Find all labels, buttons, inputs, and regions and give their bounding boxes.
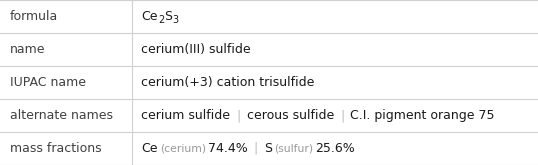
Text: |: | [237, 109, 240, 122]
Text: name: name [10, 43, 45, 56]
Text: mass fractions: mass fractions [10, 142, 101, 155]
Text: C.I. pigment orange 75: C.I. pigment orange 75 [350, 109, 495, 122]
Text: 2: 2 [158, 15, 164, 25]
Text: |: | [254, 142, 258, 155]
Text: formula: formula [10, 10, 58, 23]
Text: Ce: Ce [141, 142, 158, 155]
Text: S: S [264, 142, 272, 155]
Text: 3: 3 [172, 15, 179, 25]
Text: Ce: Ce [141, 10, 158, 23]
Text: (sulfur): (sulfur) [274, 144, 313, 153]
Text: cerium(+3) cation trisulfide: cerium(+3) cation trisulfide [141, 76, 315, 89]
Text: cerous sulfide: cerous sulfide [247, 109, 334, 122]
Text: IUPAC name: IUPAC name [10, 76, 86, 89]
Text: alternate names: alternate names [10, 109, 112, 122]
Text: (cerium): (cerium) [160, 144, 206, 153]
Text: S: S [164, 10, 172, 23]
Text: 25.6%: 25.6% [315, 142, 355, 155]
Text: |: | [340, 109, 344, 122]
Text: cerium(III) sulfide: cerium(III) sulfide [141, 43, 251, 56]
Text: 74.4%: 74.4% [208, 142, 248, 155]
Text: cerium sulfide: cerium sulfide [141, 109, 230, 122]
